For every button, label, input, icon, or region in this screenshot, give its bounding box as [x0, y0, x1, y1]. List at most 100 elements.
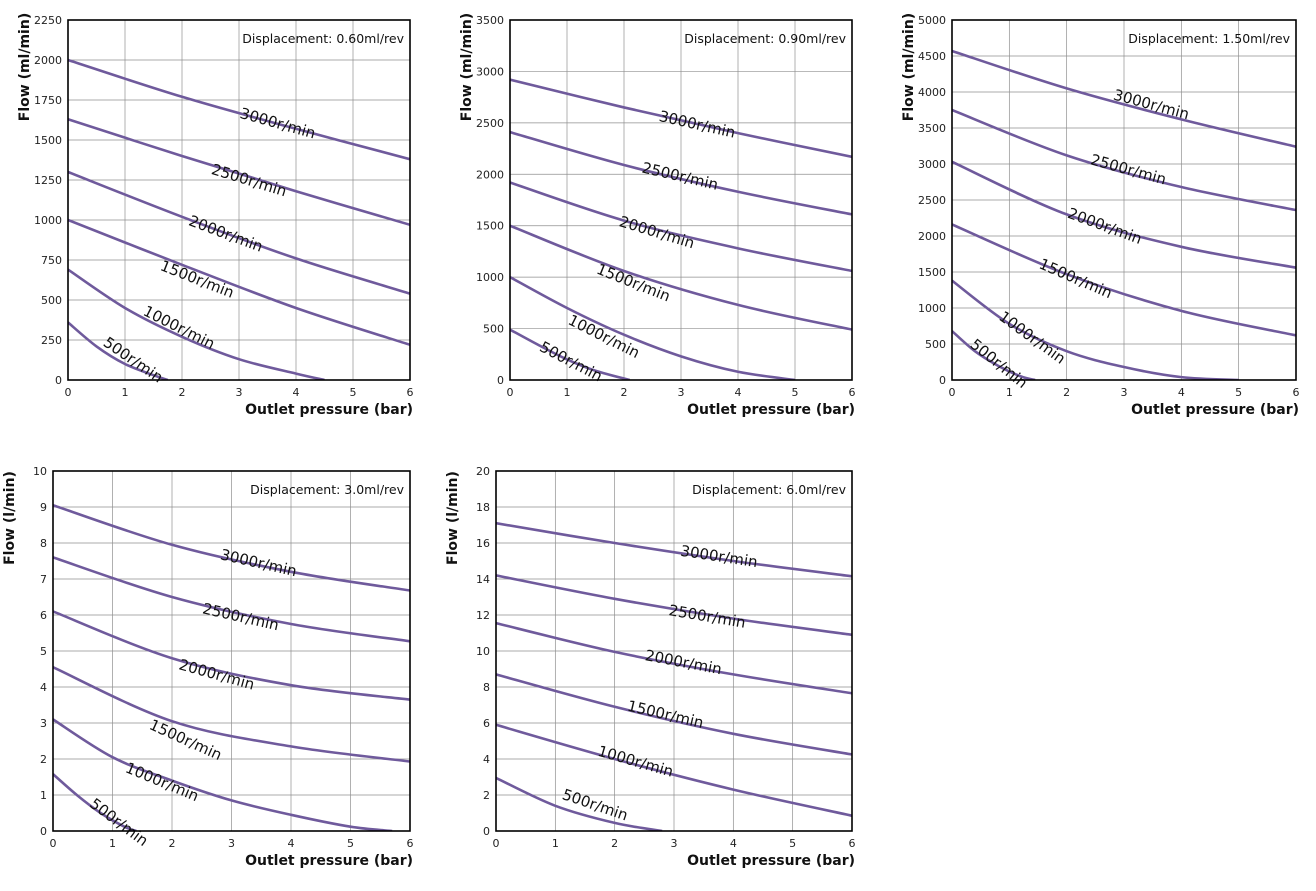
x-tick-label: 3	[236, 386, 243, 399]
series-line-2000r-min	[510, 181, 852, 273]
series-line-2500r-min	[53, 556, 410, 643]
plot-frame	[495, 470, 853, 832]
series-line-500r-min	[496, 776, 663, 831]
y-tick-label: 8	[483, 681, 490, 694]
x-tick-label: 6	[849, 837, 856, 850]
series-line-3000r-min	[496, 521, 852, 578]
y-tick-label: 500	[41, 294, 62, 307]
y-tick-label: 2250	[34, 14, 62, 27]
gridlines	[510, 20, 852, 380]
x-tick-label: 4	[1178, 386, 1185, 399]
series-label: 2500r/min	[667, 601, 747, 632]
y-tick-label: 750	[41, 254, 62, 267]
series-line-2500r-min	[952, 108, 1296, 212]
y-tick-label: 2	[483, 789, 490, 802]
x-tick-label: 3	[228, 837, 235, 850]
displacement-label: Displacement:	[692, 482, 786, 497]
y-axis-title: Flow (l/min)	[2, 471, 18, 565]
x-tick-label: 5	[792, 386, 799, 399]
y-tick-label: 2	[40, 753, 47, 766]
series-label: 500r/min	[100, 333, 166, 386]
y-tick-label: 1000	[918, 302, 946, 315]
series-line-3000r-min	[510, 78, 852, 159]
x-tick-label: 5	[789, 837, 796, 850]
y-tick-label: 14	[476, 573, 490, 586]
plot-frame	[52, 470, 411, 832]
x-tick-label: 5	[347, 837, 354, 850]
series-line-1500r-min	[510, 224, 852, 331]
series-label: 1000r/min	[123, 759, 202, 806]
x-tick-label: 0	[493, 837, 500, 850]
x-tick-label: 0	[507, 386, 514, 399]
chart-panel-2: 0 1 2 3 4 5 6 0 500 1000 1500 2000 2500 3000 3500 Outle…	[459, 13, 856, 418]
y-tick-label: 1500	[476, 220, 504, 233]
y-tick-label: 500	[483, 323, 504, 336]
displacement-note: Displacement: 6.0ml/rev	[692, 482, 846, 497]
displacement-note: Displacement: 0.90ml/rev	[684, 31, 846, 46]
series-line-3000r-min	[952, 49, 1296, 148]
y-tick-label: 1000	[34, 214, 62, 227]
y-axis-title: Flow (ml/min)	[17, 13, 33, 121]
x-tick-label: 1	[122, 386, 129, 399]
x-tick-label: 2	[179, 386, 186, 399]
x-tick-label: 3	[678, 386, 685, 399]
x-tick-label: 3	[1121, 386, 1128, 399]
displacement-label: Displacement:	[684, 31, 778, 46]
y-tick-label: 3	[40, 717, 47, 730]
y-tick-label: 4500	[918, 50, 946, 63]
y-tick-label: 0	[939, 374, 946, 387]
y-tick-label: 3000	[918, 158, 946, 171]
x-axis-title: Outlet pressure (bar)	[245, 402, 413, 418]
y-tick-label: 5000	[918, 14, 946, 27]
y-tick-label: 2000	[476, 168, 504, 181]
y-tick-label: 2500	[476, 117, 504, 130]
series-line-1500r-min	[53, 666, 410, 763]
series-line-3000r-min	[53, 503, 410, 592]
x-tick-label: 2	[1063, 386, 1070, 399]
y-tick-label: 1750	[34, 94, 62, 107]
displacement-note: Displacement: 0.60ml/rev	[242, 31, 404, 46]
x-tick-label: 4	[293, 386, 300, 399]
y-tick-label: 5	[40, 645, 47, 658]
chart-panel-4: 0 1 2 3 4 5 6 0 1 2 3 4 5 6 7 8 9 10 Outlet pressure (bar)…	[2, 465, 414, 869]
series-label: 3000r/min	[657, 107, 737, 142]
y-tick-label: 250	[41, 334, 62, 347]
displacement-label: Displacement:	[1128, 31, 1222, 46]
x-tick-label: 3	[671, 837, 678, 850]
gridlines	[952, 20, 1296, 380]
series-line-2000r-min	[952, 160, 1296, 269]
y-tick-label: 2000	[34, 54, 62, 67]
series-line-2500r-min	[496, 574, 852, 637]
y-tick-label: 20	[476, 465, 490, 478]
series-label: 1500r/min	[1036, 255, 1114, 302]
y-axis-title: Flow (ml/min)	[901, 13, 917, 121]
y-tick-label: 3000	[476, 65, 504, 78]
series-label: 2000r/min	[177, 655, 257, 693]
series-line-500r-min	[952, 330, 1036, 380]
series-line-2500r-min	[68, 117, 410, 227]
x-tick-label: 6	[1293, 386, 1300, 399]
series-line-1000r-min	[952, 279, 1239, 380]
y-axis-title: Flow (ml/min)	[459, 13, 475, 121]
plot-frame	[67, 19, 411, 381]
series-label: 2500r/min	[201, 600, 281, 635]
series-label: 1000r/min	[596, 742, 676, 781]
x-tick-label: 0	[50, 837, 57, 850]
series-line-500r-min	[510, 328, 631, 380]
x-tick-label: 4	[735, 386, 742, 399]
plot-frame	[509, 19, 853, 381]
series-line-1500r-min	[952, 223, 1296, 337]
series-line-1500r-min	[68, 218, 410, 347]
series-line-1500r-min	[496, 673, 852, 756]
displacement-note: Displacement: 3.0ml/rev	[250, 482, 404, 497]
series-label: 1500r/min	[158, 257, 237, 302]
x-tick-label: 6	[849, 386, 856, 399]
x-tick-label: 1	[1006, 386, 1013, 399]
y-tick-label: 0	[40, 825, 47, 838]
series-label: 2500r/min	[209, 160, 289, 200]
x-tick-label: 0	[949, 386, 956, 399]
series-line-2000r-min	[53, 610, 410, 701]
series-line-500r-min	[53, 773, 137, 831]
